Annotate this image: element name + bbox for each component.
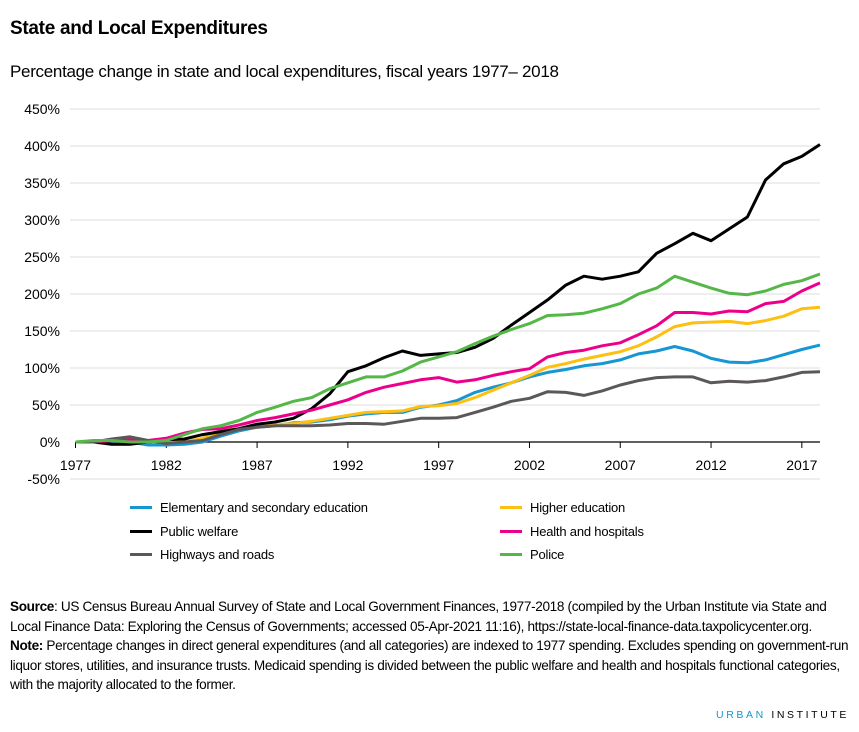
legend-swatch [130,506,152,509]
legend-label: Health and hospitals [530,523,644,539]
y-tick-label: 450% [24,101,60,117]
source-label: Source [10,599,54,614]
x-tick-label: 1992 [332,457,363,473]
y-tick-label: 100% [24,360,60,376]
y-tick-label: 50% [32,397,60,413]
legend-label: Public welfare [160,523,239,539]
x-tick-label: 1987 [242,457,273,473]
x-tick-label: 2007 [605,457,636,473]
series-line-highways-and-roads [75,370,821,445]
legend-swatch [500,529,522,533]
note-label: Note: [10,638,43,653]
legend-label: Elementary and secondary education [160,500,368,515]
x-tick-label: 1977 [60,457,91,473]
y-tick-label: -50% [27,471,60,487]
legend-item: Public welfare [130,524,238,539]
legend-swatch [130,553,152,556]
footer-notes: Source: US Census Bureau Annual Survey o… [10,597,855,695]
chart-subtitle: Percentage change in state and local exp… [10,62,559,81]
x-tick-label: 1982 [151,457,182,473]
chart-title: State and Local Expenditures [10,18,268,39]
x-tick-label: 2017 [786,457,817,473]
legend-item: Health and hospitals [500,524,644,539]
y-tick-label: 400% [24,138,60,154]
x-tick-label: 2002 [514,457,545,473]
y-tick-label: 300% [24,212,60,228]
series-line-elementary-and-secondary-education [75,343,821,447]
legend-label: Police [530,547,565,562]
note-text: Percentage changes in direct general exp… [10,638,849,692]
legend-label: Highways and roads [160,547,275,562]
y-tick-label: 350% [24,175,60,191]
series-line-police [75,272,821,444]
source-text: : US Census Bureau Annual Survey of Stat… [10,599,827,634]
note: Note: Percentage changes in direct gener… [10,636,855,695]
legend-swatch [500,506,522,509]
y-tick-label: 150% [24,323,60,339]
legend-swatch [130,529,152,533]
urban-institute-logo: URBAN INSTITUTE [716,709,849,721]
legend-swatch [500,553,522,556]
y-tick-label: 200% [24,286,60,302]
legend-label: Higher education [530,500,626,515]
y-tick-label: 250% [24,249,60,265]
source-note: Source: US Census Bureau Annual Survey o… [10,597,855,636]
x-tick-label: 1997 [423,457,454,473]
legend-item: Elementary and secondary education [130,500,368,515]
legend-item: Highways and roads [130,547,274,562]
x-tick-label: 2012 [695,457,726,473]
y-tick-label: 0% [40,434,60,450]
legend-item: Police [500,547,564,562]
line-chart: -50% 0% 50% 100% 150% 200% 250% 300% 350% 400% 450… [24,101,821,487]
series-line-higher-education [75,305,821,446]
legend-item: Higher education [500,500,625,515]
